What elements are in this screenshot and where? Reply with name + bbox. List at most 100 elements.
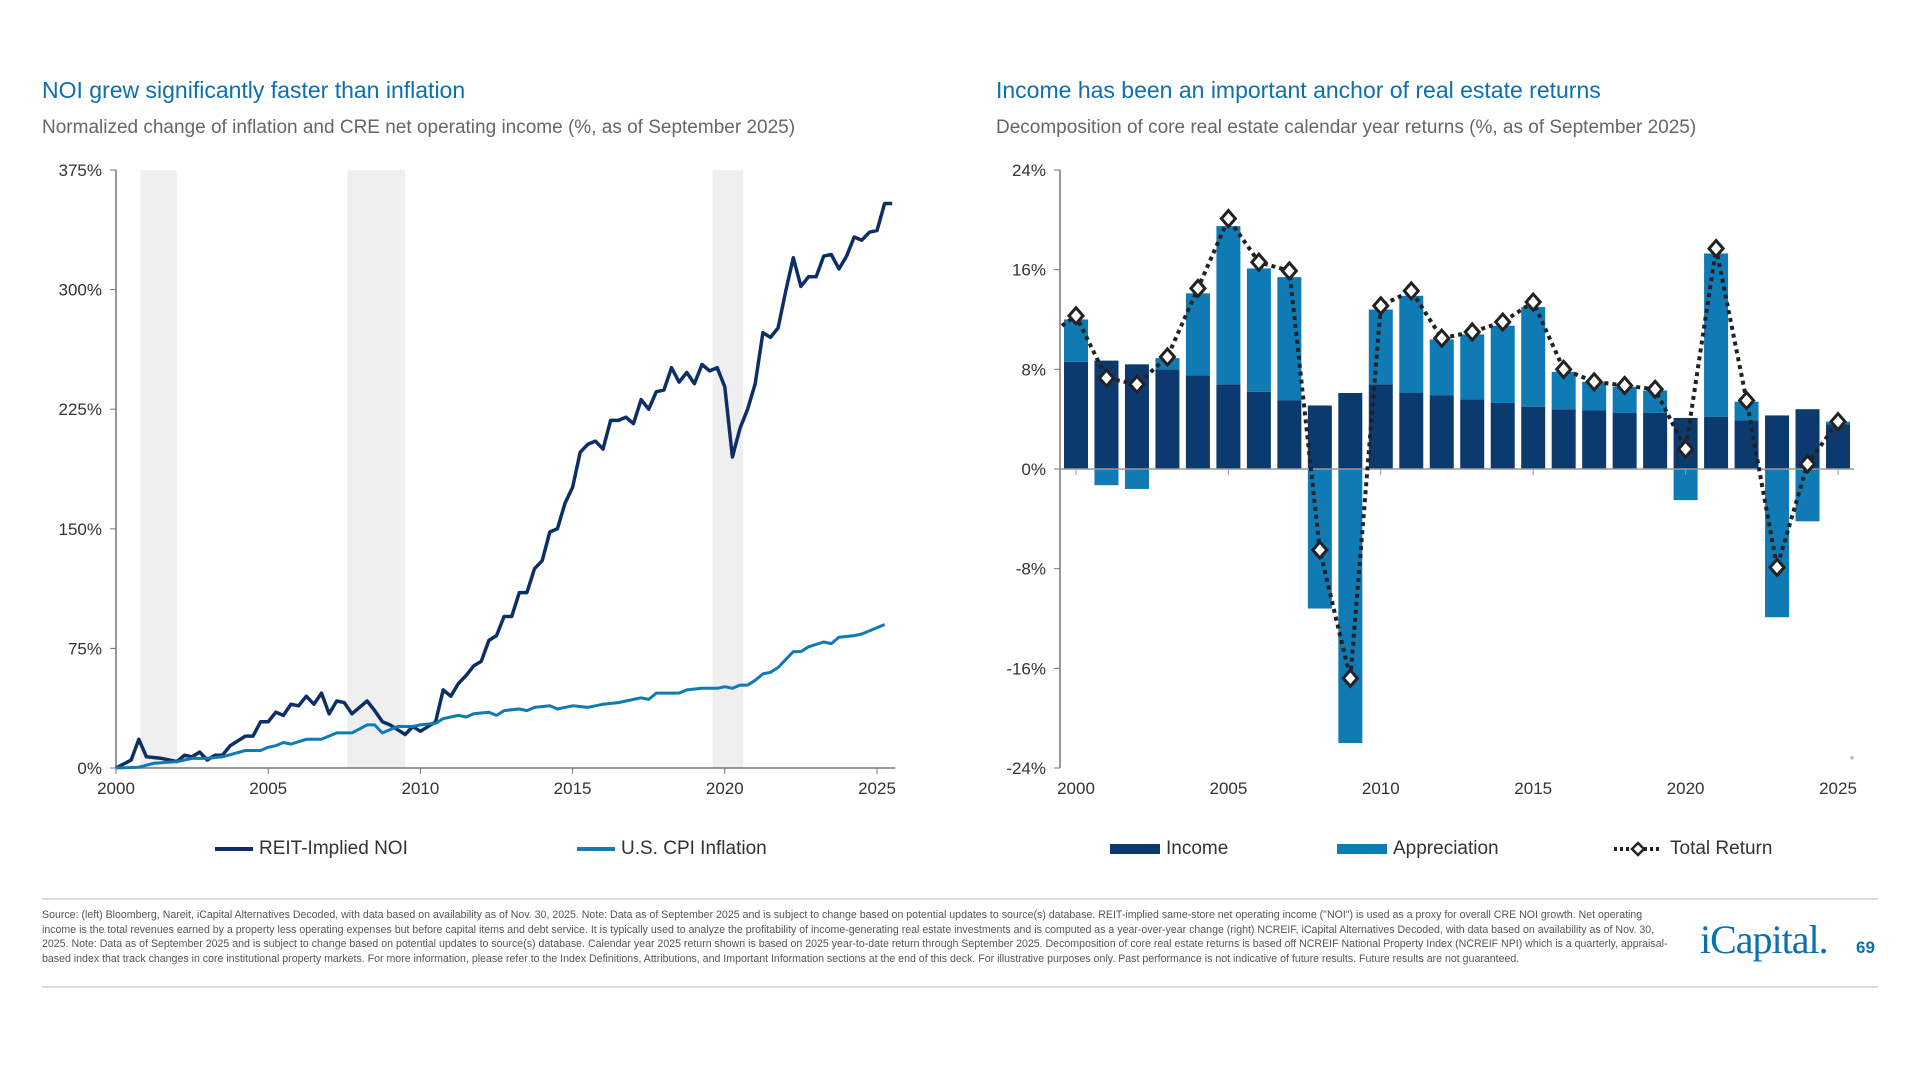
appreciation-bar bbox=[1246, 268, 1271, 392]
noi-vs-inflation-line-chart: 0% 75% 150% 225% 300% 375% 2000 2005 2010 2015 202… bbox=[59, 161, 896, 798]
y-tick-label: 300% bbox=[59, 281, 102, 300]
total-return-marker bbox=[1524, 291, 1543, 313]
income-bar bbox=[1551, 409, 1576, 469]
reit-noi-line bbox=[115, 201, 893, 770]
page-number: 69 bbox=[1856, 938, 1875, 957]
total-return-marker bbox=[1249, 251, 1268, 273]
left-chart-subtitle: Normalized change of inflation and CRE n… bbox=[42, 117, 796, 138]
appreciation-bar bbox=[1704, 253, 1729, 417]
left-chart-title: NOI grew significantly faster than infla… bbox=[42, 77, 466, 103]
total-return-marker bbox=[1127, 374, 1146, 395]
charts-canvas: 0% 75% 150% 225% 300% 375% 2000 2005 2010 2015 202… bbox=[59, 161, 1857, 798]
legend-swatch-appreciation bbox=[1337, 844, 1387, 854]
appreciation-bar bbox=[1368, 309, 1393, 385]
legend-swatch-income bbox=[1110, 844, 1160, 854]
total-return-marker bbox=[1646, 378, 1665, 400]
income-bar bbox=[1704, 416, 1729, 469]
appreciation-bar bbox=[1216, 226, 1241, 385]
income-bar bbox=[1429, 395, 1454, 469]
legend-label: Appreciation bbox=[1393, 838, 1499, 859]
appreciation-bar bbox=[1124, 469, 1149, 489]
income-bar bbox=[1490, 402, 1515, 469]
total-return-marker bbox=[1585, 371, 1604, 393]
y-tick-label: 375% bbox=[59, 161, 102, 180]
footnote-source: Source: (left) Bloomberg, Nareit, iCapit… bbox=[42, 909, 1668, 965]
appreciation-bar bbox=[1460, 334, 1485, 400]
income-bar bbox=[1155, 369, 1180, 469]
x-tick-label: 2020 bbox=[1667, 779, 1705, 798]
legend-item-total-return: Total Return bbox=[1612, 838, 1772, 860]
income-bar bbox=[1277, 400, 1302, 469]
income-bar bbox=[1643, 412, 1668, 469]
income-bar bbox=[1399, 393, 1424, 469]
x-tick-label: 2010 bbox=[401, 779, 439, 798]
legend-swatch-reit-noi bbox=[215, 847, 253, 851]
total-return-marker bbox=[1554, 359, 1573, 380]
appreciation-bar bbox=[1094, 469, 1119, 486]
x-tick-label: 2015 bbox=[1514, 779, 1552, 798]
total-return-marker bbox=[1371, 295, 1390, 317]
total-return-marker bbox=[1829, 411, 1847, 432]
income-bar bbox=[1460, 399, 1485, 469]
total-return-marker bbox=[1280, 260, 1299, 282]
icapital-logo: iCapital. bbox=[1700, 917, 1829, 962]
total-return-marker bbox=[1463, 321, 1482, 343]
footer-bottom-divider bbox=[42, 986, 1878, 988]
total-return-marker bbox=[1188, 278, 1207, 299]
y-tick-label: -24% bbox=[1006, 759, 1046, 778]
total-return-marker bbox=[1615, 375, 1634, 396]
y-tick-label: 8% bbox=[1021, 360, 1046, 379]
appreciation-bar bbox=[1185, 293, 1210, 376]
return-decomposition-bar-chart: -24% -16% -8% 0% 8% 16% 24% 2000 2005 2010 2015 202… bbox=[1006, 161, 1857, 798]
income-bar bbox=[1216, 384, 1241, 469]
x-tick-label: 2005 bbox=[1209, 779, 1247, 798]
appreciation-bar bbox=[1765, 469, 1790, 618]
legend-item-appreciation: Appreciation bbox=[1337, 838, 1499, 860]
income-bar bbox=[1307, 405, 1332, 469]
x-tick-label: 2000 bbox=[1057, 779, 1095, 798]
y-tick-label: -16% bbox=[1006, 659, 1046, 678]
total-return-marker bbox=[1676, 438, 1695, 460]
total-return-marker bbox=[1097, 367, 1116, 389]
income-bar bbox=[1185, 375, 1210, 469]
legend-label: REIT-Implied NOI bbox=[259, 838, 408, 859]
legend-item-income: Income bbox=[1110, 838, 1228, 860]
recession-shading bbox=[140, 170, 177, 768]
legend-swatch-cpi bbox=[577, 847, 615, 851]
income-bar bbox=[1612, 412, 1637, 469]
appreciation-bar bbox=[1399, 295, 1424, 394]
y-tick-label: 16% bbox=[1012, 261, 1046, 280]
appreciation-bar bbox=[1429, 339, 1454, 396]
appreciation-bar bbox=[1734, 401, 1759, 421]
income-bar bbox=[1338, 393, 1363, 469]
total-return-marker bbox=[1341, 668, 1360, 689]
legend-label: Income bbox=[1166, 838, 1229, 859]
legend-item-cpi: U.S. CPI Inflation bbox=[577, 838, 767, 860]
total-return-marker bbox=[1707, 238, 1726, 259]
appreciation-bar bbox=[1643, 390, 1668, 413]
total-return-marker bbox=[1798, 453, 1817, 475]
cpi-inflation-line bbox=[115, 623, 886, 770]
y-tick-label: 75% bbox=[68, 639, 102, 658]
y-tick-label: 0% bbox=[77, 759, 102, 778]
ytd-asterisk: * bbox=[1850, 753, 1855, 767]
legend-label: Total Return bbox=[1670, 838, 1773, 859]
x-tick-label: 2025 bbox=[858, 779, 896, 798]
x-tick-label: 2020 bbox=[706, 779, 744, 798]
appreciation-bar bbox=[1277, 277, 1302, 401]
x-tick-label: 2015 bbox=[554, 779, 592, 798]
x-tick-label: 2025 bbox=[1819, 779, 1857, 798]
appreciation-bar bbox=[1064, 319, 1088, 362]
total-return-marker bbox=[1768, 557, 1787, 578]
appreciation-bar bbox=[1338, 469, 1363, 744]
y-tick-label: -8% bbox=[1016, 560, 1046, 579]
income-bar bbox=[1521, 406, 1546, 469]
total-return-marker bbox=[1737, 390, 1756, 411]
income-bar bbox=[1765, 415, 1790, 469]
recession-shading bbox=[347, 170, 406, 768]
y-tick-label: 24% bbox=[1012, 161, 1046, 180]
income-bar bbox=[1582, 410, 1607, 469]
total-return-marker bbox=[1310, 539, 1329, 561]
y-tick-label: 150% bbox=[59, 520, 102, 539]
total-return-marker bbox=[1158, 346, 1177, 368]
